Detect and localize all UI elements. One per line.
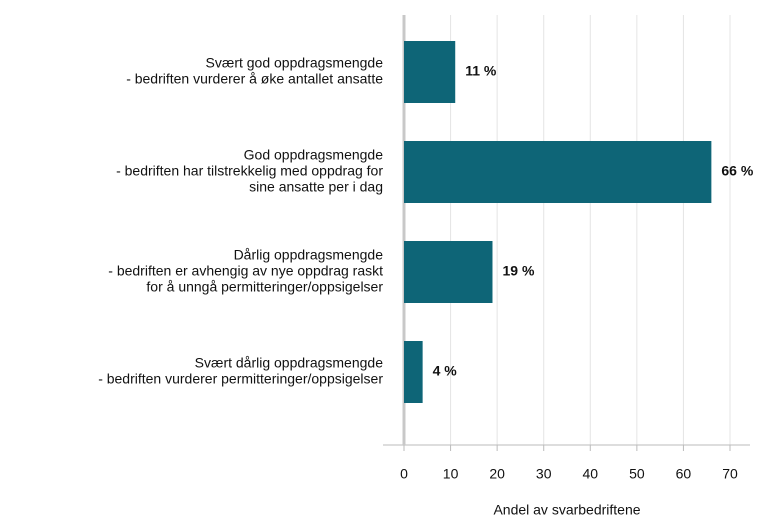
y-tick-label: for å unngå permitteringer/oppsigelser (146, 279, 383, 295)
value-label: 66 % (721, 163, 753, 179)
y-tick-label: Dårlig oppdragsmengde (234, 247, 384, 263)
y-tick-label: - bedriften vurderer permitteringer/opps… (98, 371, 383, 387)
y-tick-label: God oppdragsmengde (244, 147, 384, 163)
x-tick-label: 10 (443, 466, 459, 482)
y-tick-label: Svært god oppdragsmengde (206, 55, 384, 71)
x-tick-label: 30 (536, 466, 552, 482)
x-tick-label: 0 (400, 466, 408, 482)
x-tick-label: 20 (489, 466, 505, 482)
x-tick-label: 40 (582, 466, 598, 482)
x-tick-label: 60 (676, 466, 692, 482)
x-tick-label: 50 (629, 466, 645, 482)
y-tick-label: sine ansatte per i dag (249, 179, 383, 195)
y-tick-label: - bedriften har tilstrekkelig med oppdra… (116, 163, 383, 179)
bar (404, 341, 423, 403)
bar (404, 141, 712, 203)
value-label: 19 % (502, 263, 534, 279)
x-tick-label: 70 (722, 466, 738, 482)
y-tick-label: Svært dårlig oppdragsmengde (195, 355, 384, 371)
bar (404, 41, 456, 103)
bar (404, 241, 493, 303)
y-tick-label: - bedriften er avhengig av nye oppdrag r… (108, 263, 383, 279)
value-label: 11 % (465, 63, 497, 79)
y-tick-label: - bedriften vurderer å øke antallet ansa… (126, 71, 383, 87)
x-axis-label: Andel av svarbedriftene (493, 502, 640, 518)
value-label: 4 % (433, 363, 458, 379)
